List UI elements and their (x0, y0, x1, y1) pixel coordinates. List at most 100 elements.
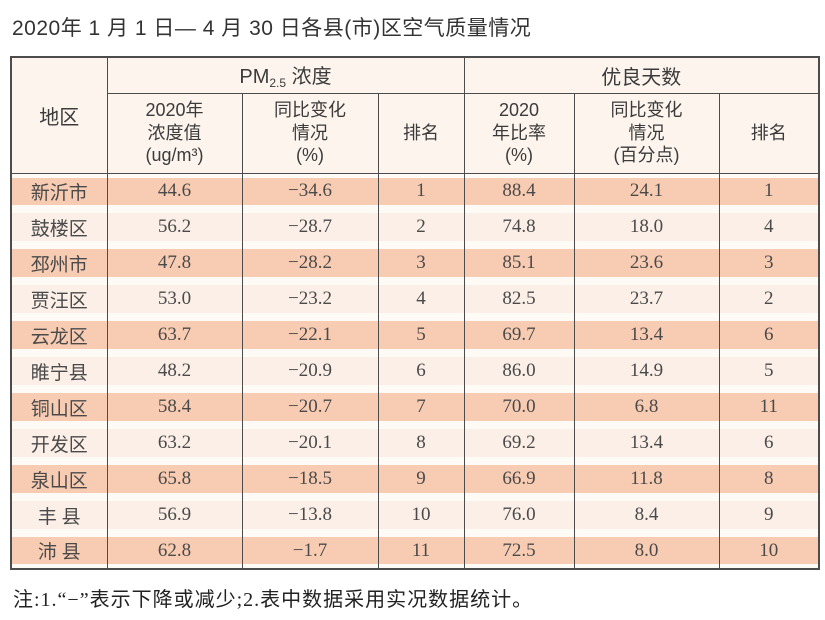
table-row: 贾汪区 53.0 −23.2 4 82.5 23.7 2 (10, 281, 820, 317)
pm25-change-cell: −22.1 (241, 317, 379, 353)
good-rank-cell: 10 (718, 533, 820, 569)
pm25-value-cell: 53.0 (106, 281, 243, 317)
pm25-rank-cell: 5 (377, 317, 465, 353)
region-cell: 丰 县 (10, 497, 108, 533)
pm25-change-cell: −23.2 (241, 281, 379, 317)
good-change-cell: 6.8 (573, 389, 720, 425)
pm25-rank-cell: 7 (377, 389, 465, 425)
good-rank-cell: 6 (718, 317, 820, 353)
table-row: 开发区 63.2 −20.1 8 69.2 13.4 6 (10, 425, 820, 461)
pm25-change-cell: −18.5 (241, 461, 379, 497)
good-change-cell: 11.8 (573, 461, 720, 497)
header-group-row: 地区 PM2.5 浓度 优良天数 (10, 56, 820, 174)
col-group-good-days: 优良天数 (463, 56, 820, 94)
pm25-change-cell: −20.7 (241, 389, 379, 425)
header-sub-row: 2020年 浓度值 (ug/m³) 同比变化 情况 (%) 排名 2020 年比… (11, 92, 820, 174)
good-ratio-cell: 69.7 (463, 317, 575, 353)
good-rank-cell: 8 (718, 461, 820, 497)
pm25-rank-cell: 6 (377, 353, 465, 389)
region-cell: 贾汪区 (10, 281, 108, 317)
good-ratio-cell: 66.9 (463, 461, 575, 497)
pm25-change-cell: −34.6 (241, 173, 379, 209)
good-change-cell: 13.4 (573, 317, 720, 353)
region-cell: 沛 县 (10, 533, 108, 569)
pm25-value-cell: 47.8 (106, 245, 243, 281)
pm25-rank-cell: 4 (377, 281, 465, 317)
pm25-change-cell: −20.1 (241, 425, 379, 461)
pm25-value-cell: 56.2 (106, 209, 243, 245)
col-header-region: 地区 (10, 56, 108, 174)
air-quality-table: 地区 PM2.5 浓度 优良天数 2020年 浓度值 (ug/m³) 同比变化 … (10, 56, 821, 570)
table-row: 睢宁县 48.2 −20.9 6 86.0 14.9 5 (10, 353, 820, 389)
pm25-label-prefix: PM (239, 66, 270, 89)
good-rank-cell: 3 (718, 245, 820, 281)
col-header-good-ratio: 2020 年比率 (%) (463, 92, 575, 174)
good-ratio-cell: 69.2 (463, 425, 575, 461)
good-rank-cell: 6 (718, 425, 820, 461)
region-cell: 鼓楼区 (10, 209, 108, 245)
good-change-cell: 8.0 (573, 533, 720, 569)
pm25-value-cell: 44.6 (106, 173, 243, 209)
table-row: 邳州市 47.8 −28.2 3 85.1 23.6 3 (10, 245, 820, 281)
region-cell: 泉山区 (10, 461, 108, 497)
pm25-label-suffix: 浓度 (286, 66, 332, 89)
pm25-value-cell: 63.2 (106, 425, 243, 461)
col-header-good-change: 同比变化 情况 (百分点) (573, 92, 720, 174)
good-ratio-cell: 82.5 (463, 281, 575, 317)
region-cell: 新沂市 (10, 173, 108, 209)
good-change-cell: 23.6 (573, 245, 720, 281)
table-row: 泉山区 65.8 −18.5 9 66.9 11.8 8 (10, 461, 820, 497)
table-row: 丰 县 56.9 −13.8 10 76.0 8.4 9 (10, 497, 820, 533)
col-header-pm25-rank: 排名 (377, 92, 465, 174)
region-cell: 云龙区 (10, 317, 108, 353)
good-ratio-cell: 85.1 (463, 245, 575, 281)
pm25-rank-cell: 11 (377, 533, 465, 569)
good-rank-cell: 4 (718, 209, 820, 245)
good-change-cell: 18.0 (573, 209, 720, 245)
pm25-change-cell: −28.7 (241, 209, 379, 245)
pm25-value-cell: 62.8 (106, 533, 243, 569)
pm25-value-cell: 65.8 (106, 461, 243, 497)
pm25-rank-cell: 1 (377, 173, 465, 209)
region-cell: 铜山区 (10, 389, 108, 425)
pm25-rank-cell: 2 (377, 209, 465, 245)
table-row: 鼓楼区 56.2 −28.7 2 74.8 18.0 4 (10, 209, 820, 245)
pm25-label-subscript: 2.5 (269, 76, 287, 91)
pm25-rank-cell: 8 (377, 425, 465, 461)
pm25-change-cell: −28.2 (241, 245, 379, 281)
table-row: 铜山区 58.4 −20.7 7 70.0 6.8 11 (10, 389, 820, 425)
table-row: 沛 县 62.8 −1.7 11 72.5 8.0 10 (10, 533, 820, 569)
good-rank-cell: 9 (718, 497, 820, 533)
region-cell: 开发区 (10, 425, 108, 461)
pm25-change-cell: −1.7 (241, 533, 379, 569)
pm25-rank-cell: 9 (377, 461, 465, 497)
good-rank-cell: 1 (718, 173, 820, 209)
col-header-pm25-value: 2020年 浓度值 (ug/m³) (106, 92, 243, 174)
good-ratio-cell: 76.0 (463, 497, 575, 533)
pm25-rank-cell: 3 (377, 245, 465, 281)
pm25-value-cell: 63.7 (106, 317, 243, 353)
good-change-cell: 14.9 (573, 353, 720, 389)
good-ratio-cell: 72.5 (463, 533, 575, 569)
table-row: 云龙区 63.7 −22.1 5 69.7 13.4 6 (10, 317, 820, 353)
pm25-rank-cell: 10 (377, 497, 465, 533)
col-header-good-rank: 排名 (718, 92, 820, 174)
good-ratio-cell: 88.4 (463, 173, 575, 209)
col-group-pm25: PM2.5 浓度 (106, 56, 465, 94)
pm25-change-cell: −20.9 (241, 353, 379, 389)
col-header-pm25-change: 同比变化 情况 (%) (241, 92, 379, 174)
region-cell: 邳州市 (10, 245, 108, 281)
table-header: 地区 PM2.5 浓度 优良天数 2020年 浓度值 (ug/m³) 同比变化 … (10, 56, 820, 174)
table-row: 新沂市 44.6 −34.6 1 88.4 24.1 1 (10, 173, 820, 209)
good-rank-cell: 5 (718, 353, 820, 389)
table-body: 新沂市 44.6 −34.6 1 88.4 24.1 1 鼓楼区 56.2 −28.7 2 74.8 1… (10, 173, 820, 569)
pm25-value-cell: 56.9 (106, 497, 243, 533)
region-cell: 睢宁县 (10, 353, 108, 389)
page-title: 2020年 1 月 1 日— 4 月 30 日各县(市)区空气质量情况 (12, 17, 532, 40)
good-change-cell: 23.7 (573, 281, 720, 317)
good-ratio-cell: 70.0 (463, 389, 575, 425)
good-change-cell: 24.1 (573, 173, 720, 209)
good-ratio-cell: 74.8 (463, 209, 575, 245)
footnote: 注:1.“−”表示下降或减少;2.表中数据采用实况数据统计。 (13, 589, 534, 611)
